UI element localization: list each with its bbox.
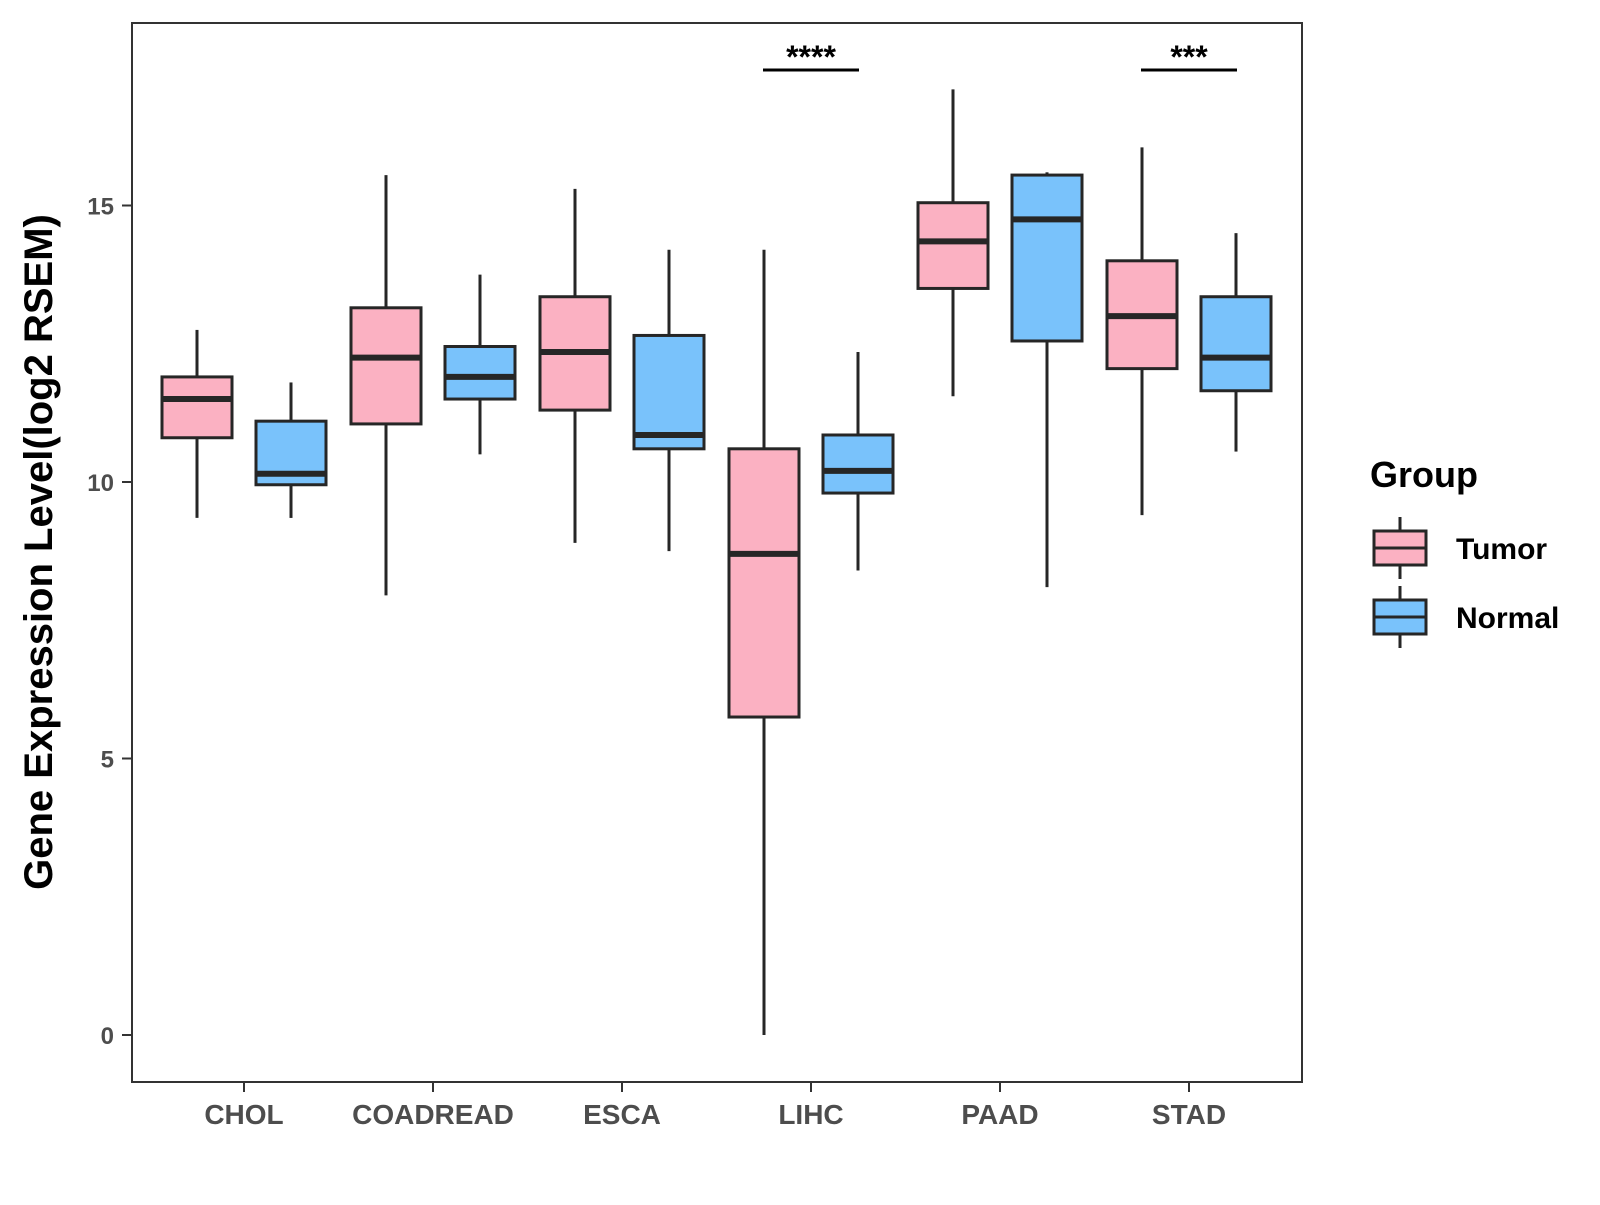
significance-layer: **** ***	[763, 39, 1237, 75]
box-normal-stad	[1199, 233, 1273, 452]
iqr-box	[916, 201, 990, 290]
box-tumor-stad	[1105, 147, 1179, 516]
box-normal-lihc	[821, 352, 895, 571]
y-axis-title: Gene Expression Level(log2 RSEM)	[17, 214, 61, 890]
x-tick-label-coadread: COADREAD	[352, 1099, 514, 1130]
legend-entries: Tumor Normal	[1372, 517, 1559, 648]
box-tumor-esca	[538, 188, 612, 543]
box-normal-chol	[254, 382, 328, 518]
x-tick-label-lihc: LIHC	[778, 1099, 843, 1130]
boxes-layer	[160, 89, 1273, 1035]
y-tick-label: 10	[87, 470, 114, 497]
legend-item-normal: Normal	[1372, 586, 1559, 648]
y-axis: 0 5 10 15	[87, 193, 132, 1050]
iqr-box	[349, 306, 423, 426]
significance-stad: ***	[1141, 39, 1237, 75]
box-tumor-lihc	[727, 249, 801, 1035]
x-axis: CHOL COADREAD ESCA LIHC PAAD STAD	[204, 1082, 1226, 1130]
box-normal-coadread	[443, 274, 517, 455]
legend-item-tumor: Tumor	[1372, 517, 1547, 579]
box-tumor-paad	[916, 89, 990, 397]
x-tick-label-esca: ESCA	[583, 1099, 661, 1130]
iqr-box	[821, 433, 895, 495]
box-normal-paad	[1010, 172, 1084, 588]
iqr-box	[1199, 295, 1273, 393]
box-normal-esca	[632, 249, 706, 552]
x-tick-label-paad: PAAD	[961, 1099, 1038, 1130]
legend-title: Group	[1370, 454, 1478, 495]
iqr-box	[632, 333, 706, 451]
y-tick-label: 5	[101, 746, 114, 773]
box-tumor-chol	[160, 329, 234, 518]
plot-panel	[131, 22, 1303, 1083]
significance-label: ****	[786, 39, 836, 75]
legend-label: Normal	[1456, 602, 1559, 635]
significance-label: ***	[1170, 39, 1208, 75]
x-tick-label-stad: STAD	[1152, 1099, 1226, 1130]
significance-lihc: ****	[763, 39, 859, 75]
iqr-box	[443, 345, 517, 401]
y-tick-label: 0	[101, 1023, 114, 1050]
legend-label: Tumor	[1456, 533, 1547, 566]
x-tick-label-chol: CHOL	[204, 1099, 283, 1130]
iqr-box	[160, 375, 234, 440]
box-tumor-coadread	[349, 175, 423, 596]
iqr-box	[1010, 173, 1084, 343]
y-tick-label: 15	[87, 193, 114, 220]
legend: Group Tumor Normal	[1370, 454, 1559, 648]
iqr-box	[727, 447, 801, 719]
